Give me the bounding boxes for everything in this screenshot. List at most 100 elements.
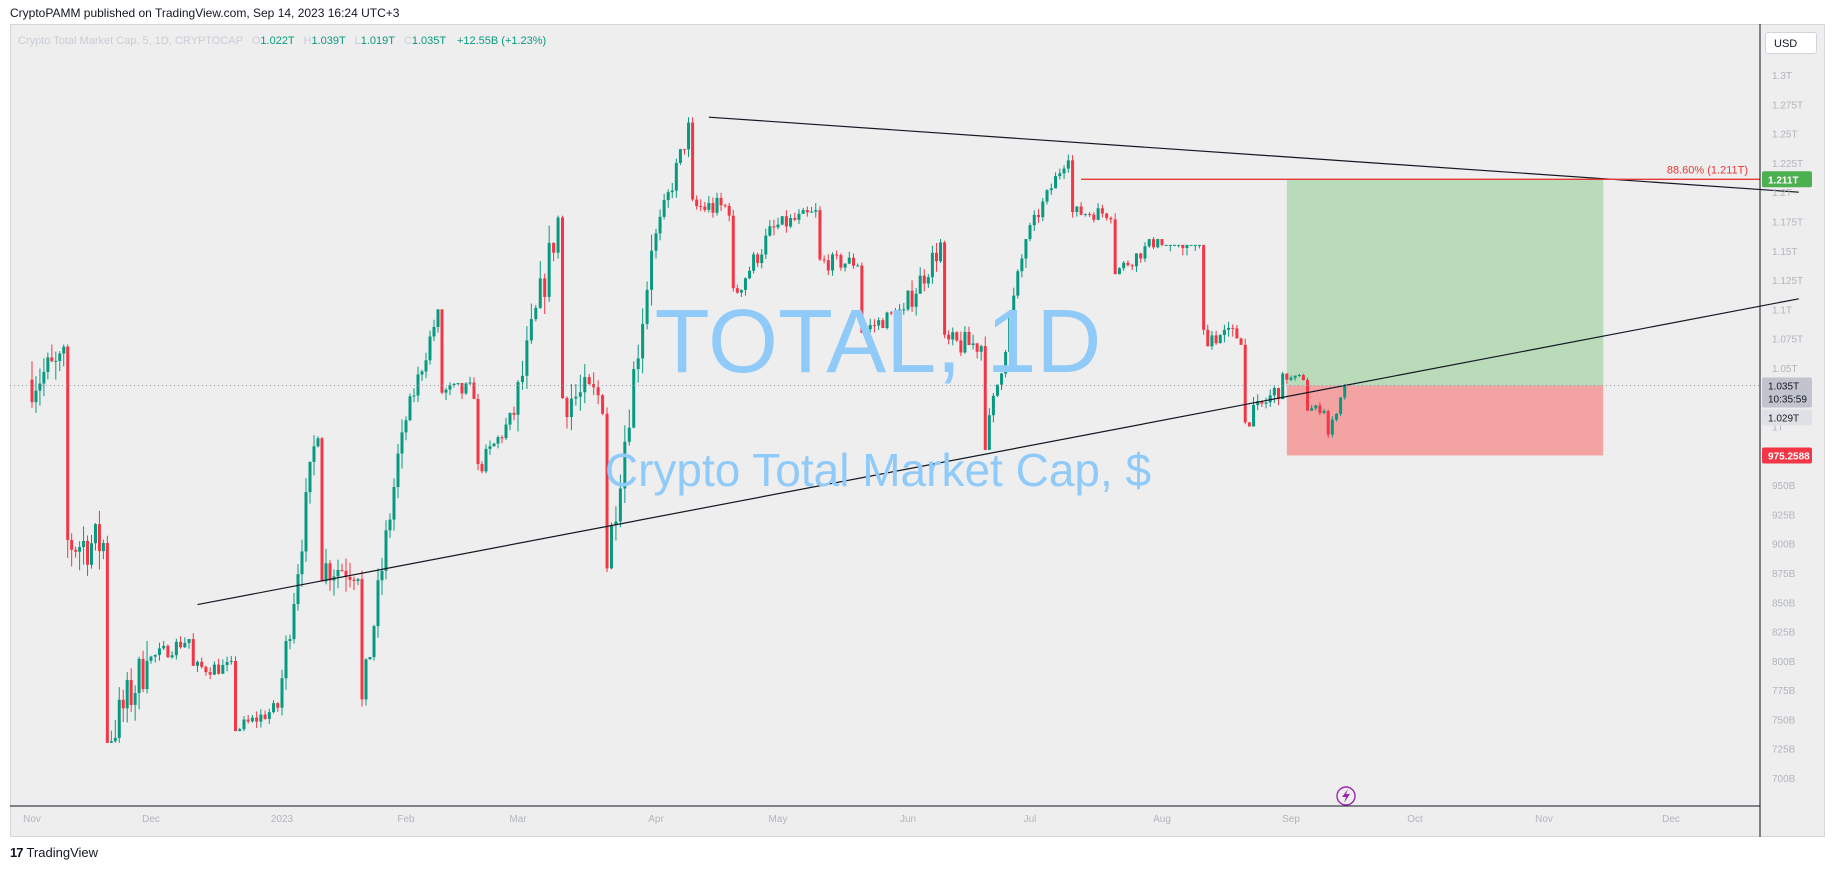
candle-body: [292, 604, 296, 640]
candle-body: [364, 659, 368, 700]
candle-body: [392, 487, 396, 520]
candle-body: [780, 216, 784, 225]
stop-zone: [1286, 385, 1604, 456]
candle-body: [592, 384, 596, 388]
candle-body: [352, 579, 356, 581]
candle-body: [187, 639, 191, 643]
candle-body: [1117, 268, 1121, 275]
candle-body: [711, 202, 715, 213]
candle-body: [1160, 239, 1164, 245]
candle-body: [1066, 160, 1070, 169]
candle-body: [525, 340, 529, 376]
candle-body: [508, 412, 512, 425]
candle-body: [1285, 373, 1289, 380]
price-tick-label: 1.225T: [1772, 159, 1803, 170]
candle-body: [340, 569, 344, 571]
candle-body: [922, 275, 926, 284]
candle-body: [472, 382, 476, 399]
candle-body: [885, 312, 889, 328]
candle-body: [200, 661, 204, 667]
candle-body: [1134, 253, 1138, 267]
candle-body: [456, 383, 460, 385]
candle-body: [627, 427, 631, 442]
candle-body: [468, 382, 472, 384]
candle-body: [614, 521, 618, 525]
high-value: 1.039T: [311, 35, 346, 47]
secondary-price-badge-bg: [1762, 409, 1812, 426]
candle-body: [983, 346, 987, 450]
candle-body: [1247, 422, 1251, 427]
candle-body: [276, 703, 280, 708]
candle-body: [654, 233, 658, 251]
candle-body: [670, 190, 674, 193]
candle-body: [1164, 244, 1168, 246]
candle-body: [195, 661, 199, 666]
candle-body: [1096, 208, 1100, 220]
candle-body: [1049, 188, 1053, 191]
currency-button[interactable]: USD: [1765, 32, 1817, 54]
candle-body: [368, 657, 372, 660]
candle-body: [1168, 244, 1172, 246]
candle-body: [801, 210, 805, 214]
price-chart[interactable]: TOTAL, 1D Crypto Total Market Cap, $ 700…: [10, 24, 1825, 837]
candle-body: [1020, 258, 1024, 272]
candle-body: [1310, 408, 1314, 411]
candle-body: [851, 257, 855, 266]
price-tick-label: 700B: [1772, 774, 1796, 785]
price-tick-label: 725B: [1772, 745, 1796, 756]
price-tick-label: 1.275T: [1772, 100, 1803, 111]
candle-body: [1318, 405, 1322, 413]
candle-body: [428, 336, 432, 361]
time-tick-label: Oct: [1407, 814, 1423, 825]
candle-body: [831, 254, 835, 271]
candle-body: [1092, 214, 1096, 220]
candle-body: [304, 492, 308, 552]
publisher-attribution: CryptoPAMM published on TradingView.com,…: [10, 6, 400, 20]
candle-body: [955, 332, 959, 341]
candle-body: [420, 371, 424, 375]
candle-body: [1004, 352, 1008, 374]
candle-body: [715, 197, 719, 213]
candle-body: [183, 642, 187, 648]
candle-body: [424, 360, 428, 372]
candle-body: [764, 235, 768, 255]
candle-body: [141, 658, 145, 690]
candle-body: [300, 551, 304, 575]
footer-branding: 17 TradingView: [10, 845, 98, 860]
candle-body: [512, 412, 516, 415]
candle-body: [1339, 397, 1343, 414]
candle-body: [658, 216, 662, 234]
candle-body: [1185, 244, 1189, 249]
candle-body: [995, 384, 999, 396]
target-price-badge: 1.211T: [1768, 175, 1799, 186]
candle-body: [843, 263, 847, 268]
candle-body: [448, 385, 452, 390]
candle-body: [54, 360, 58, 362]
candle-body: [1147, 239, 1151, 247]
low-value: 1.019T: [360, 35, 395, 47]
candle-body: [1000, 373, 1004, 385]
candle-body: [1151, 239, 1155, 248]
candle-body: [153, 655, 157, 657]
candle-body: [822, 259, 826, 261]
candle-body: [662, 200, 666, 217]
candle-body: [1264, 402, 1268, 404]
price-tick-label: 1.2T: [1772, 188, 1792, 199]
candle-body: [1334, 413, 1338, 420]
candle-body: [90, 543, 93, 565]
time-tick-label: Mar: [509, 814, 527, 825]
candle-body: [1260, 401, 1264, 404]
candle-body: [752, 254, 756, 271]
last-price-badge: 1.035T: [1768, 381, 1799, 392]
price-tick-label: 875B: [1772, 569, 1796, 580]
candle-body: [1122, 262, 1126, 269]
candle-body: [284, 641, 288, 679]
candle-body: [145, 660, 149, 690]
candle-body: [348, 576, 352, 580]
candle-body: [109, 741, 113, 743]
lightning-icon[interactable]: [1336, 786, 1356, 806]
candle-body: [444, 389, 448, 393]
time-tick-label: Feb: [397, 814, 415, 825]
candle-body: [818, 210, 822, 260]
candle-body: [133, 693, 137, 705]
